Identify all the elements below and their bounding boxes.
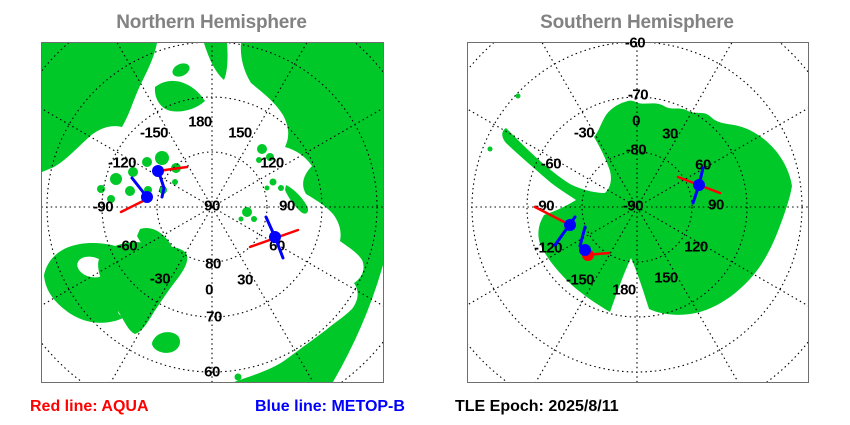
longitude-label-120: 120 <box>260 154 284 172</box>
meridian-line <box>636 206 739 382</box>
legend-metopb: Blue line: METOP-B <box>255 398 405 415</box>
south-label-layer: -60 -70 -80 -90 0 30 -30 60 -60 90 -90 120 -120 150 -1… <box>468 35 808 382</box>
land-wrangel-island <box>172 63 190 77</box>
meridian-line <box>541 43 638 208</box>
longitude-label-180: 180 <box>188 113 212 131</box>
longitude-label--90: -90 <box>92 198 114 216</box>
meridian-line <box>535 206 638 382</box>
longitude-label-150: 150 <box>654 269 678 287</box>
land-greenland <box>98 242 188 334</box>
north-map-canvas <box>42 43 383 382</box>
longitude-label-60: 60 <box>695 156 711 174</box>
longitude-label--150: -150 <box>139 124 169 142</box>
longitude-label-60: 60 <box>269 237 285 255</box>
latitude-circle <box>581 151 693 263</box>
water-gulf-of-bothnia <box>256 327 280 369</box>
land-alaska <box>42 43 157 172</box>
longitude-label--60: -60 <box>116 237 138 255</box>
south-map-title: Southern Hemisphere <box>540 12 734 33</box>
meridian-line <box>211 43 308 208</box>
meridian-line <box>636 206 808 307</box>
longitude-label-90: 90 <box>708 196 724 214</box>
longitude-label-180: 180 <box>612 281 636 299</box>
land-uk-speck <box>234 373 242 381</box>
south-hemisphere-map: -60 -70 -80 -90 0 30 -30 60 -60 90 -90 120 -120 150 -1… <box>467 35 809 383</box>
south-graticule <box>468 43 808 382</box>
longitude-label--60: -60 <box>540 155 562 173</box>
latitude-circle <box>156 151 268 263</box>
land-chukotka <box>154 80 205 112</box>
longitude-label-30: 30 <box>237 271 253 289</box>
meridian-line <box>636 43 733 208</box>
legend-tle-epoch: TLE Epoch: 2025/8/11 <box>455 398 619 415</box>
meridian-line <box>211 206 383 307</box>
meridian-line <box>636 107 808 208</box>
latitude-label--70: -70 <box>627 86 649 104</box>
latitude-label-60: 60 <box>204 363 220 381</box>
latitude-label-80: 80 <box>205 255 221 273</box>
longitude-label--90: -90 <box>533 197 555 215</box>
latitude-circle <box>101 96 323 318</box>
north-label-layer: 180 -150 150 -120 120 -90 90 -60 60 -30 30 0 90 80 70 6… <box>42 43 383 382</box>
meridian-line <box>110 206 213 382</box>
longitude-label--150: -150 <box>565 271 595 289</box>
latitude-circle <box>526 96 748 318</box>
longitude-label-150: 150 <box>228 124 252 142</box>
longitude-label--120: -120 <box>533 239 563 257</box>
longitude-label-30: 30 <box>662 125 678 143</box>
longitude-label--30: -30 <box>149 270 171 288</box>
north-landmasses <box>42 43 383 382</box>
latitude-label--80: -80 <box>625 141 647 159</box>
meridian-line <box>116 43 213 208</box>
land-antarctica <box>502 100 792 315</box>
longitude-label-0: 0 <box>205 281 213 299</box>
meridian-line <box>468 206 638 306</box>
north-hemisphere-map: 180 -150 150 -120 120 -90 90 -60 60 -30 30 0 90 80 70 6… <box>41 42 384 383</box>
north-map-title: Northern Hemisphere <box>116 12 307 33</box>
meridian-line <box>211 206 314 382</box>
latitude-label-70: 70 <box>206 308 222 326</box>
legend-aqua: Red line: AQUA <box>30 398 149 415</box>
south-landmasses <box>487 93 792 315</box>
land-uk-speck2 <box>242 378 248 382</box>
land-iceland <box>152 332 180 353</box>
land-arctic-islands <box>238 144 309 222</box>
water-white-sea <box>285 300 311 322</box>
meridian-line <box>468 108 638 208</box>
south-map-canvas <box>468 43 808 382</box>
land-island-speck2 <box>487 146 493 152</box>
longitude-label-120: 120 <box>684 238 708 256</box>
latitude-label--90: -90 <box>622 197 644 215</box>
latitude-label-90: 90 <box>204 197 220 215</box>
latitude-label--60: -60 <box>624 34 646 52</box>
land-eurasia <box>204 43 383 382</box>
longitude-label--30: -30 <box>573 124 595 142</box>
longitude-label-90: 90 <box>279 197 295 215</box>
land-island-speck1 <box>515 93 521 99</box>
longitude-label--120: -120 <box>107 154 137 172</box>
meridian-line <box>211 107 383 208</box>
meridian-line <box>42 108 213 208</box>
longitude-label-0: 0 <box>632 112 640 130</box>
north-graticule <box>42 43 383 382</box>
meridian-line <box>42 206 213 306</box>
